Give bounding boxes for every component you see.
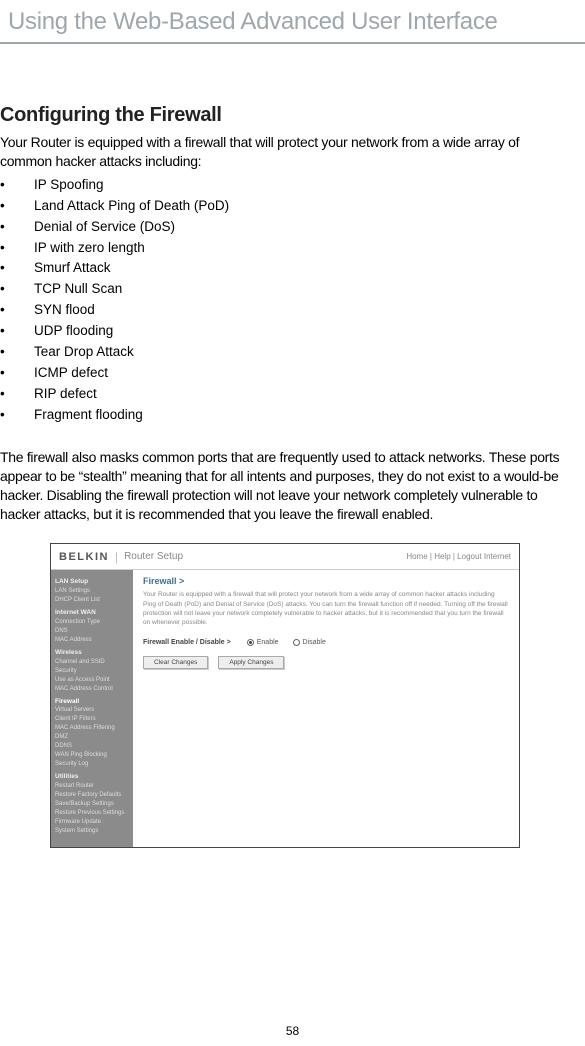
sidebar-item-lan-setup[interactable]: LAN Setup [55,577,129,587]
clear-changes-button[interactable]: Clear Changes [143,656,208,669]
bullet-icon: • [0,258,34,279]
list-item: •Denial of Service (DoS) [0,217,563,238]
sidebar-item-security-log[interactable]: Security Log [55,760,129,769]
list-item-label: Smurf Attack [34,258,111,279]
bullet-icon: • [0,300,34,321]
topbar-label: Router Setup [124,551,183,562]
router-body: LAN Setup LAN Settings DHCP Client List … [51,570,519,847]
radio-disable-label: Disable [303,639,326,646]
intro-paragraph: Your Router is equipped with a firewall … [0,133,563,171]
sidebar-item-save-backup[interactable]: Save/Backup Settings [55,800,129,809]
topbar-divider: | [115,550,118,564]
sidebar-item-dns[interactable]: DNS [55,627,129,636]
sidebar-item-client-ip[interactable]: Client IP Filters [55,715,129,724]
sidebar-item-lan-settings[interactable]: LAN Settings [55,587,129,596]
list-item-label: ICMP defect [34,363,108,384]
firewall-toggle-label: Firewall Enable / Disable > [143,639,231,646]
list-item: •RIP defect [0,384,563,405]
sidebar-item-wan-ping[interactable]: WAN Ping Blocking [55,751,129,760]
bullet-icon: • [0,342,34,363]
radio-icon [247,639,254,646]
bullet-icon: • [0,363,34,384]
list-item: •Smurf Attack [0,258,563,279]
sidebar-item-mac-ctrl[interactable]: MAC Address Control [55,685,129,694]
sidebar-item-internet-wan[interactable]: Internet WAN [55,608,129,618]
document-page: Using the Web-Based Advanced User Interf… [0,0,585,848]
list-item-label: Land Attack Ping of Death (PoD) [34,196,229,217]
router-sidebar: LAN Setup LAN Settings DHCP Client List … [51,570,133,847]
sidebar-item-virtual-servers[interactable]: Virtual Servers [55,706,129,715]
body-paragraph: The firewall also masks common ports tha… [0,448,563,524]
brand-logo: BELKIN [59,551,109,563]
sidebar-item-channel[interactable]: Channel and SSID [55,658,129,667]
sidebar-item-mac[interactable]: MAC Address [55,636,129,645]
panel-description: Your Router is equipped with a firewall … [143,590,509,626]
bullet-icon: • [0,196,34,217]
list-item: •IP with zero length [0,238,563,259]
sidebar-item-restart[interactable]: Restart Router [55,782,129,791]
sidebar-item-restore-defaults[interactable]: Restore Factory Defaults [55,791,129,800]
radio-enable[interactable]: Enable [247,639,279,646]
sidebar-item-mac-filter[interactable]: MAC Address Filtering [55,724,129,733]
sidebar-item-wireless[interactable]: Wireless [55,648,129,658]
list-item-label: TCP Null Scan [34,279,122,300]
bullet-icon: • [0,279,34,300]
router-screenshot: BELKIN | Router Setup Home | Help | Logo… [50,543,520,848]
list-item-label: SYN flood [34,300,95,321]
sidebar-item-dhcp[interactable]: DHCP Client List [55,596,129,605]
page-number: 58 [0,1024,585,1038]
attack-list: •IP Spoofing •Land Attack Ping of Death … [0,175,563,426]
list-item: •ICMP defect [0,363,563,384]
sidebar-item-firmware[interactable]: Firmware Update [55,818,129,827]
sidebar-item-dmz[interactable]: DMZ [55,733,129,742]
sidebar-item-ap[interactable]: Use as Access Point [55,676,129,685]
list-item: •Land Attack Ping of Death (PoD) [0,196,563,217]
radio-enable-label: Enable [257,639,279,646]
sidebar-item-system[interactable]: System Settings [55,827,129,836]
sidebar-item-ddns[interactable]: DDNS [55,742,129,751]
bullet-icon: • [0,217,34,238]
list-item: •Tear Drop Attack [0,342,563,363]
list-item-label: IP Spoofing [34,175,104,196]
sidebar-item-security[interactable]: Security [55,667,129,676]
content-area: Configuring the Firewall Your Router is … [0,44,575,848]
list-item: •UDP flooding [0,321,563,342]
sidebar-item-restore-prev[interactable]: Restore Previous Settings [55,809,129,818]
button-row: Clear Changes Apply Changes [143,656,509,669]
list-item-label: UDP flooding [34,321,113,342]
list-item: •Fragment flooding [0,405,563,426]
list-item-label: IP with zero length [34,238,145,259]
list-item-label: Fragment flooding [34,405,143,426]
list-item-label: Denial of Service (DoS) [34,217,175,238]
firewall-toggle-row: Firewall Enable / Disable > Enable Disab… [143,639,509,646]
apply-changes-button[interactable]: Apply Changes [218,656,284,669]
radio-group: Enable Disable [247,639,326,646]
router-main-panel: Firewall > Your Router is equipped with … [133,570,519,847]
bullet-icon: • [0,384,34,405]
bullet-icon: • [0,175,34,196]
list-item: •IP Spoofing [0,175,563,196]
sidebar-item-utilities[interactable]: Utilities [55,772,129,782]
list-item: •TCP Null Scan [0,279,563,300]
list-item: •SYN flood [0,300,563,321]
list-item-label: Tear Drop Attack [34,342,134,363]
page-top-title: Using the Web-Based Advanced User Interf… [0,0,585,42]
radio-disable[interactable]: Disable [293,639,326,646]
sidebar-item-firewall[interactable]: Firewall [55,697,129,707]
list-item-label: RIP defect [34,384,97,405]
panel-title: Firewall > [143,576,509,586]
radio-icon [293,639,300,646]
sidebar-item-conn-type[interactable]: Connection Type [55,618,129,627]
topbar-right-links[interactable]: Home | Help | Logout Internet [406,552,511,561]
bullet-icon: • [0,238,34,259]
bullet-icon: • [0,321,34,342]
bullet-icon: • [0,405,34,426]
section-heading: Configuring the Firewall [0,104,563,127]
router-topbar: BELKIN | Router Setup Home | Help | Logo… [51,544,519,570]
